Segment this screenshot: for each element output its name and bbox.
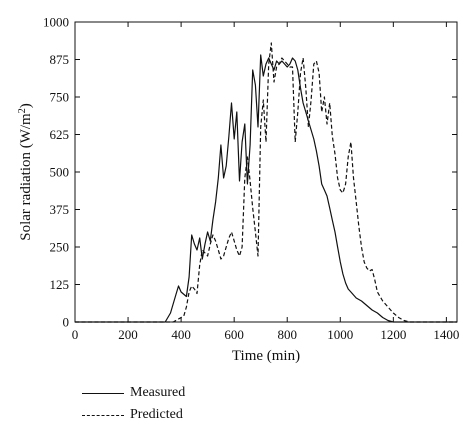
x-tick-label: 200 xyxy=(118,327,138,342)
plot-frame xyxy=(74,21,458,323)
x-tick-label: 400 xyxy=(171,327,191,342)
series-group xyxy=(75,42,457,323)
legend-label-measured: Measured xyxy=(130,385,186,400)
y-axis-title: Solar radiation (W/m2) xyxy=(17,103,35,240)
y-tick-label: 750 xyxy=(50,90,70,105)
y-tick-label: 250 xyxy=(50,240,70,255)
y-tick-label: 875 xyxy=(50,52,70,67)
y-tick-label: 625 xyxy=(50,127,70,142)
predicted-line-swatch xyxy=(82,414,124,416)
tick-group: 0 200 400 600 800 1000 1200 1400 0 125 250 375 500 62… xyxy=(43,15,459,343)
x-tick-label: 1400 xyxy=(433,327,459,342)
series-line-measured xyxy=(75,54,457,323)
y-tick-label: 500 xyxy=(50,165,70,180)
legend-item-predicted: Predicted xyxy=(82,404,185,426)
legend: Measured Predicted xyxy=(82,382,185,426)
x-tick-label: 1000 xyxy=(327,327,353,342)
y-tick-label: 375 xyxy=(50,202,70,217)
series-line-predicted xyxy=(75,42,457,323)
x-tick-label: 1200 xyxy=(380,327,406,342)
legend-label-predicted: Predicted xyxy=(130,407,183,422)
y-tick-label: 125 xyxy=(50,277,70,292)
x-axis-title: Time (min) xyxy=(232,348,300,364)
y-tick-label: 1000 xyxy=(43,15,69,30)
legend-item-measured: Measured xyxy=(82,382,185,404)
measured-line-swatch xyxy=(82,392,124,394)
x-tick-label: 800 xyxy=(277,327,297,342)
x-tick-label: 0 xyxy=(72,327,79,342)
x-tick-label: 600 xyxy=(224,327,244,342)
y-tick-label: 0 xyxy=(63,315,70,330)
